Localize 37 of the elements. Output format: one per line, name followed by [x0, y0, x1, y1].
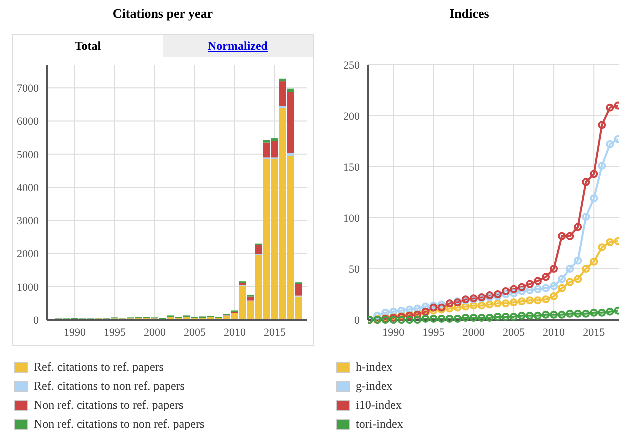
- legend-label: i10-index: [356, 398, 402, 413]
- text: Normalized: [163, 35, 313, 57]
- x-tick-label: 2005: [184, 326, 206, 339]
- chart-title: Indices: [448, 6, 490, 22]
- y-tick-label: 1000: [17, 282, 40, 294]
- legend-label: h-index: [356, 360, 393, 375]
- y-tick-label: 0: [354, 314, 360, 327]
- y-tick-label: 200: [344, 110, 360, 123]
- x-tick-label: 1990: [382, 326, 406, 339]
- legend-label: tori-index: [356, 417, 404, 430]
- y-tick-label: 100: [344, 212, 360, 225]
- y-tick-label: 150: [344, 162, 360, 174]
- legend-label: Ref. citations to ref. papers: [34, 360, 164, 375]
- y-tick-label: 250: [344, 60, 360, 72]
- chart-title: Citations per year: [112, 6, 214, 22]
- legend-label: g-index: [356, 379, 393, 394]
- x-tick-label: 2000: [462, 326, 486, 339]
- legend-label: Non ref. citations to ref. papers: [34, 398, 184, 413]
- text: Total: [13, 35, 163, 57]
- y-tick-label: 5000: [17, 149, 40, 162]
- y-tick-label: 3000: [17, 216, 40, 228]
- x-tick-label: 2010: [224, 326, 246, 339]
- y-tick-label: 50: [349, 264, 360, 276]
- x-tick-label: 1995: [104, 326, 126, 339]
- x-tick-label: 2015: [583, 326, 606, 339]
- y-tick-label: 2000: [17, 248, 40, 261]
- x-tick-label: 2005: [502, 326, 526, 339]
- x-tick-label: 1995: [422, 326, 446, 339]
- legend-label: Ref. citations to non ref. papers: [34, 379, 185, 394]
- x-tick-label: 2010: [543, 326, 566, 339]
- y-tick-label: 7000: [17, 83, 40, 96]
- y-tick-label: 6000: [17, 116, 40, 128]
- y-tick-label: 0: [34, 314, 40, 327]
- x-tick-label: 2000: [144, 326, 166, 339]
- x-tick-label: 2015: [264, 326, 286, 339]
- y-tick-label: 4000: [17, 182, 40, 194]
- x-tick-label: 1990: [64, 326, 86, 339]
